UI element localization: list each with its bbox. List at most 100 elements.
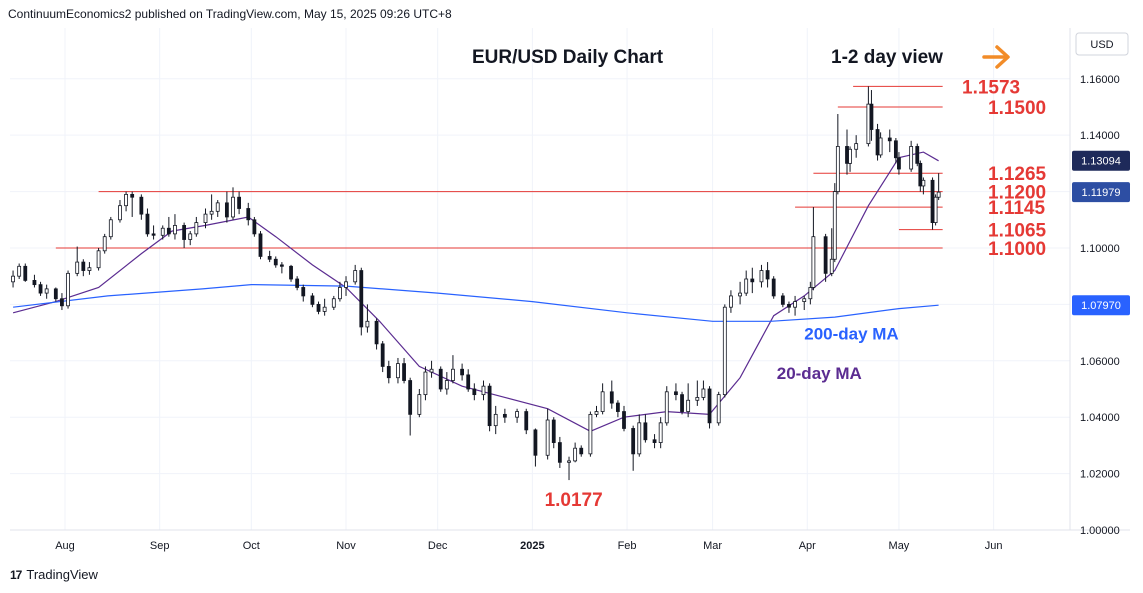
candle — [918, 160, 923, 192]
candle-body — [380, 343, 385, 367]
candle — [188, 231, 193, 246]
candle-body — [194, 222, 199, 235]
candle-body — [209, 210, 214, 215]
candle-body — [237, 196, 242, 209]
candle — [224, 191, 229, 223]
candle-body — [921, 179, 926, 187]
candle-body — [515, 411, 519, 418]
candle — [716, 391, 721, 426]
candle-body — [594, 411, 599, 415]
candle — [166, 216, 171, 237]
time-tick-label: Jun — [985, 540, 1003, 552]
currency-button[interactable] — [1075, 32, 1129, 56]
candle — [203, 208, 208, 229]
candle — [258, 231, 263, 260]
candle — [664, 386, 669, 426]
candle-body — [893, 140, 898, 159]
candle — [38, 281, 43, 296]
candle — [848, 146, 852, 172]
candle — [75, 246, 80, 277]
price-axis: 1.160001.140001.120001.100001.080001.060… — [1072, 74, 1130, 537]
candle — [643, 414, 648, 443]
time-tick-label: Sep — [150, 540, 170, 552]
level-label: 1.1265 — [988, 164, 1047, 185]
candle — [451, 355, 455, 384]
tradingview-brand: TradingView — [26, 567, 98, 582]
candle-body — [267, 256, 272, 260]
candle — [573, 442, 578, 463]
candle-body — [310, 295, 315, 305]
tradingview-footer[interactable]: 17 TradingView — [10, 567, 98, 582]
candle-body — [38, 284, 43, 294]
candle — [481, 380, 486, 401]
candle — [835, 114, 840, 195]
candle-body — [643, 422, 648, 441]
candle — [215, 200, 220, 217]
candle — [438, 366, 443, 392]
candle-body — [466, 374, 471, 390]
candle — [759, 264, 764, 288]
candle-body — [936, 191, 941, 198]
candle-body — [808, 287, 813, 300]
candle-body — [408, 380, 413, 415]
orange-right-arrow-icon — [982, 45, 1010, 69]
candle — [588, 411, 593, 457]
candle — [402, 357, 406, 384]
time-tick-label: Dec — [428, 540, 448, 552]
candle — [502, 408, 507, 423]
candle-body — [933, 196, 938, 223]
candle — [386, 360, 391, 384]
candle — [139, 194, 144, 220]
candle-body — [759, 270, 764, 283]
candle — [102, 233, 107, 254]
candle-body — [295, 278, 300, 288]
candle-body — [493, 413, 498, 427]
candle — [182, 222, 187, 248]
candle — [130, 191, 135, 217]
publisher-header: ContinuumEconomics2 published on Trading… — [8, 7, 452, 21]
candle — [652, 434, 657, 449]
candle — [680, 391, 684, 415]
candle-body — [716, 394, 721, 424]
candle — [701, 380, 706, 401]
candle — [374, 318, 379, 350]
candle — [96, 247, 101, 271]
candle — [808, 281, 813, 305]
candle-body — [359, 270, 364, 328]
level-label: 1.1500 — [988, 98, 1046, 119]
candle — [933, 194, 938, 226]
candle — [674, 383, 678, 401]
candle-body — [173, 225, 177, 235]
candle-body — [780, 295, 785, 305]
candle-body — [444, 380, 449, 390]
candle-body — [316, 303, 321, 312]
candle — [160, 225, 165, 240]
candle — [124, 191, 128, 212]
candle — [893, 137, 898, 164]
candle-body — [622, 411, 626, 429]
candle — [637, 414, 642, 457]
candle — [729, 290, 733, 313]
candle — [909, 140, 914, 172]
candle-body — [438, 368, 443, 390]
candle-body — [637, 422, 642, 455]
candle — [811, 207, 816, 291]
currency-label: USD — [1090, 39, 1113, 51]
candle — [194, 216, 199, 237]
candle-body — [771, 278, 776, 297]
level-label: 1.1145 — [988, 198, 1045, 219]
candle-body — [557, 442, 562, 463]
candle-body — [707, 388, 712, 424]
candle-body — [32, 280, 37, 286]
candle-body — [600, 391, 605, 412]
candle — [273, 256, 278, 268]
annotations: 1.0177 200-day MA 20-day MA — [545, 325, 899, 511]
price-tick-label: 1.02000 — [1080, 469, 1120, 481]
price-badge — [1072, 182, 1130, 203]
candle-body — [102, 236, 107, 252]
candle — [11, 270, 15, 288]
candle-body — [701, 388, 706, 398]
candle — [267, 250, 272, 263]
candle-body — [231, 196, 235, 218]
